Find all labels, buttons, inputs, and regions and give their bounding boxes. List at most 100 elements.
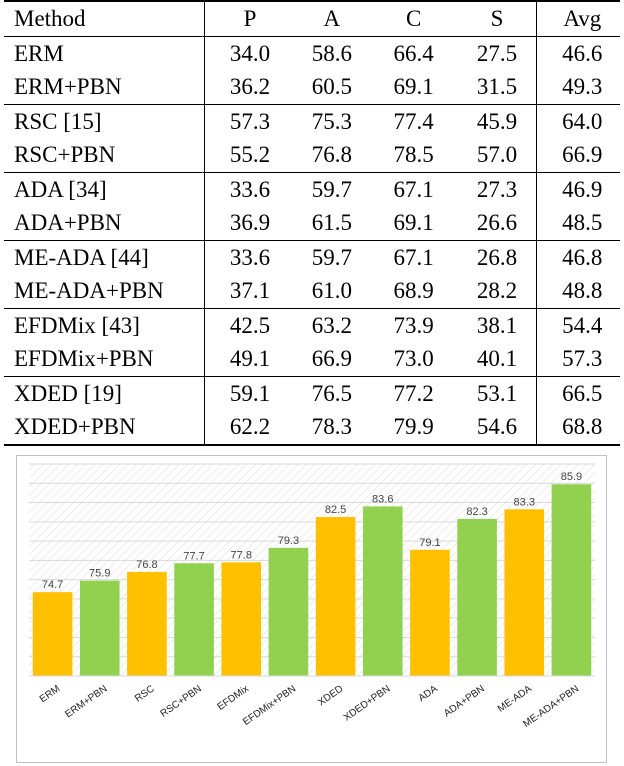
cell-method: ADA [34]	[4, 172, 206, 206]
cell-c: 67.1	[393, 176, 434, 202]
cell-s: 26.8	[450, 240, 537, 274]
bar-value-label: 79.1	[419, 537, 440, 549]
bar-value-label: 82.3	[466, 506, 487, 518]
cell-s: 31.5	[450, 70, 537, 104]
bar-rsc-pbn	[174, 563, 214, 676]
table-row: XDED+PBN 62.2 78.3 79.9 54.6 68.8	[4, 410, 620, 445]
cell-p: 57.3	[229, 108, 271, 134]
cell-p: 34.0	[229, 40, 271, 66]
cell-c: 68.9	[393, 278, 434, 303]
category-label: RSC	[133, 683, 157, 704]
bar-value-label: 83.6	[372, 493, 393, 505]
bar-chart: 74.7 75.9 76.8 77.7 77.8 79.3 82.5 83.6 79.1 82.3…	[29, 463, 595, 730]
cell-c: 73.0	[393, 346, 434, 371]
cell-a: 75.3	[311, 108, 352, 134]
cell-method: ME-ADA+PBN	[4, 274, 206, 308]
cell-s: 40.1	[450, 342, 537, 376]
table-row: ADA [34] 33.6 59.7 67.1 27.3 46.9	[4, 172, 620, 206]
table-row: ERM+PBN 36.2 60.5 69.1 31.5 49.3	[4, 70, 620, 104]
cell-method: XDED+PBN	[4, 410, 206, 445]
cell-p: 62.2	[229, 414, 271, 439]
bar-value-label: 76.8	[136, 559, 157, 571]
table-header-row: Method P A C S Avg	[4, 1, 620, 36]
results-table-container: Method P A C S Avg ERM 34.0 58.6 66.4 27.5 46…	[4, 0, 620, 446]
category-label: ERM	[38, 683, 63, 705]
cell-avg: 46.9	[562, 176, 603, 202]
cell-a: 60.5	[311, 74, 352, 99]
table-row: ERM 34.0 58.6 66.4 27.5 46.6	[4, 36, 620, 70]
cell-method: ERM+PBN	[4, 70, 206, 104]
table-row: ME-ADA+PBN 37.1 61.0 68.9 28.2 48.8	[4, 274, 620, 308]
bar-value-label: 85.9	[561, 471, 582, 483]
cell-avg: 66.9	[562, 142, 603, 167]
bar-value-label: 74.7	[42, 579, 63, 591]
bar-rsc	[127, 571, 167, 676]
bar-ada-pbn	[457, 518, 497, 676]
cell-method: XDED [19]	[4, 376, 206, 410]
cell-a: 61.0	[311, 278, 352, 303]
cell-p: 36.2	[229, 74, 271, 99]
category-label: ME-ADA	[496, 683, 534, 715]
cell-a: 63.2	[311, 312, 352, 338]
cell-s: 38.1	[450, 308, 537, 342]
bar-chart-frame: 74.7 75.9 76.8 77.7 77.8 79.3 82.5 83.6 79.1 82.3…	[16, 455, 607, 763]
cell-method: ERM	[4, 36, 206, 70]
cell-a: 59.7	[311, 244, 352, 270]
cell-p: 55.2	[229, 142, 271, 167]
bar-ada	[410, 549, 450, 676]
table-row: EFDMix+PBN 49.1 66.9 73.0 40.1 57.3	[4, 342, 620, 376]
gridlines	[29, 463, 595, 677]
cell-a: 58.6	[311, 40, 352, 66]
table-row: ADA+PBN 36.9 61.5 69.1 26.6 48.5	[4, 206, 620, 240]
results-table: Method P A C S Avg ERM 34.0 58.6 66.4 27.5 46…	[4, 0, 620, 446]
bar-value-label: 82.5	[325, 504, 346, 516]
cell-c: 79.9	[393, 414, 434, 439]
cell-avg: 46.8	[562, 244, 603, 270]
bar-value-label: 77.7	[183, 550, 204, 562]
cell-method: EFDMix [43]	[4, 308, 206, 342]
cell-s: 27.5	[450, 36, 537, 70]
cell-c: 67.1	[393, 244, 434, 270]
value-labels: 74.7 75.9 76.8 77.7 77.8 79.3 82.5 83.6 79.1 82.3…	[42, 471, 582, 591]
cell-p: 49.1	[229, 346, 271, 371]
cell-c: 69.1	[393, 210, 434, 235]
category-label: EFDMix	[216, 683, 251, 712]
cell-avg: 57.3	[562, 346, 603, 371]
category-label: ADA+PBN	[442, 683, 487, 719]
cell-c: 73.9	[393, 312, 434, 338]
cell-s: 26.6	[450, 206, 537, 240]
bar-erm-pbn	[79, 580, 120, 676]
header-p: P	[243, 6, 257, 31]
cell-a: 59.7	[311, 176, 352, 202]
cell-p: 37.1	[229, 278, 271, 303]
bar-xded-pbn	[362, 506, 403, 676]
cell-s: 28.2	[450, 274, 537, 308]
cell-avg: 48.8	[562, 278, 603, 303]
cell-p: 36.9	[229, 210, 271, 235]
bar-xded	[315, 517, 356, 676]
cell-c: 77.2	[393, 380, 434, 406]
bar-me-ada-pbn	[551, 484, 592, 676]
cell-p: 33.6	[229, 176, 271, 202]
table-row: RSC+PBN 55.2 76.8 78.5 57.0 66.9	[4, 138, 620, 172]
cell-a: 76.5	[311, 380, 352, 406]
bars	[32, 484, 592, 676]
bar-efdmix-pbn	[268, 547, 309, 676]
header-method: Method	[4, 1, 206, 36]
cell-method: RSC+PBN	[4, 138, 206, 172]
cell-c: 69.1	[393, 74, 434, 99]
cell-a: 61.5	[311, 210, 352, 235]
bar-efdmix	[221, 562, 262, 676]
cell-a: 78.3	[311, 414, 352, 439]
header-s: S	[450, 1, 537, 36]
category-label: RSC+PBN	[159, 683, 204, 719]
category-label: XDED	[316, 683, 345, 708]
table-row: ME-ADA [44] 33.6 59.7 67.1 26.8 46.8	[4, 240, 620, 274]
cell-p: 42.5	[229, 312, 271, 338]
bar-value-label: 83.3	[514, 496, 535, 508]
category-label: EFDMix+PBN	[241, 683, 298, 728]
cell-s: 27.3	[450, 172, 537, 206]
cell-method: ADA+PBN	[4, 206, 206, 240]
bar-value-label: 79.3	[278, 535, 299, 547]
